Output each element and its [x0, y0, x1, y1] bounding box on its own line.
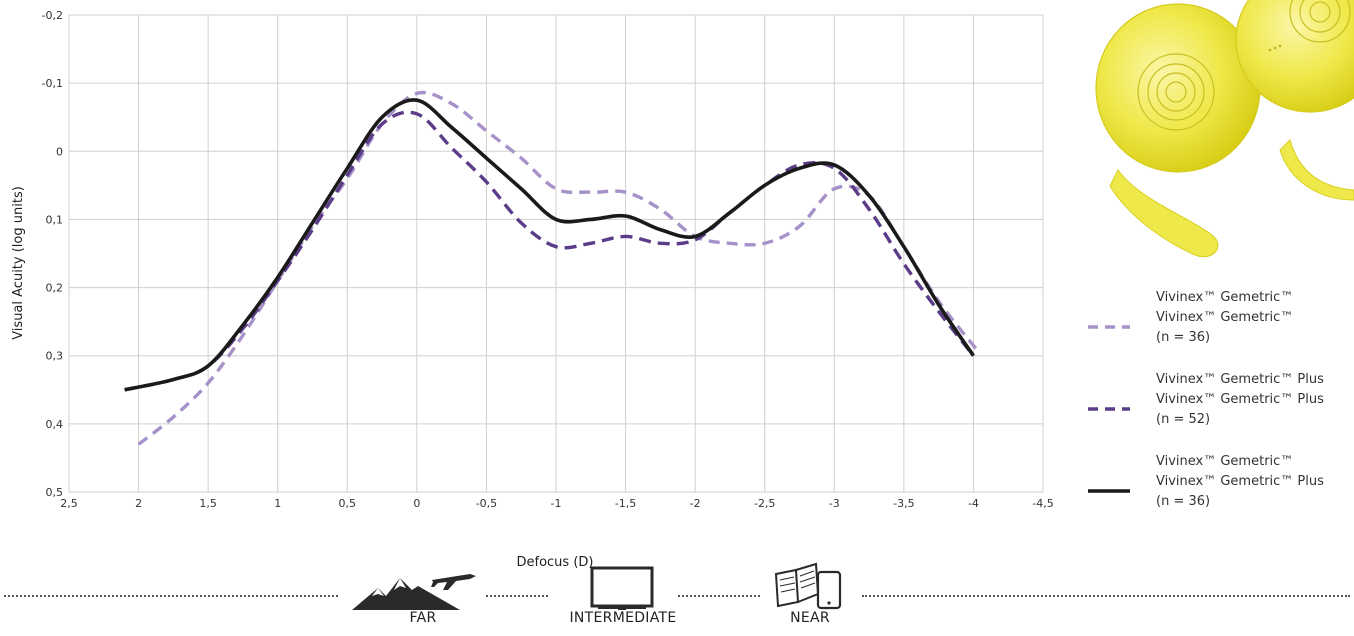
- far-label: FAR: [409, 610, 437, 626]
- legend-label-line: (n = 36): [1156, 330, 1211, 345]
- tick-labels: 2,5 2 1,5 1 0,5 0 -0,5 -1 -1,5 -2 -2,5 -3 -3,5 -4 -4,5…: [42, 9, 1054, 510]
- dotted-divider: [678, 595, 760, 597]
- series-line-gemetric-gemetric-plus: [124, 98, 975, 392]
- distance-ruler: [0, 592, 1354, 600]
- x-axis-title: Defocus (D): [517, 555, 594, 570]
- legend-label-line: Vivinex™ Gemetric™: [1156, 290, 1294, 305]
- legend-label-line: (n = 52): [1156, 412, 1211, 427]
- legend-swatch: [1088, 325, 1130, 329]
- y-tick-label: 0,4: [46, 418, 64, 431]
- legend-item: Vivinex™ Gemetric™ Plus Vivinex™ Gemetric…: [1080, 370, 1354, 452]
- x-tick-label: -1: [551, 497, 562, 510]
- legend-item: Vivinex™ Gemetric™ Vivinex™ Gemetric™ Plu…: [1080, 452, 1354, 534]
- legend-label-line: Vivinex™ Gemetric™ Plus: [1156, 392, 1324, 407]
- y-tick-label: 0,2: [46, 282, 64, 295]
- y-tick-label: 0,3: [46, 350, 64, 363]
- legend-swatch: [1088, 407, 1130, 411]
- x-tick-label: -2,5: [754, 497, 775, 510]
- x-tick-label: 1: [274, 497, 281, 510]
- x-tick-label: 0: [413, 497, 420, 510]
- near-label: NEAR: [790, 610, 830, 626]
- monitor-icon: [590, 566, 654, 610]
- legend-label: Vivinex™ Gemetric™ Plus Vivinex™ Gemetric…: [1156, 370, 1324, 430]
- legend-label-line: Vivinex™ Gemetric™ Plus: [1156, 474, 1324, 489]
- x-tick-label: -3,5: [893, 497, 914, 510]
- x-tick-label: -0,5: [476, 497, 497, 510]
- dotted-divider: [4, 595, 338, 597]
- y-tick-label: 0,1: [46, 213, 64, 226]
- series-line-gemetric: [137, 90, 982, 446]
- y-tick-label: 0: [56, 145, 63, 158]
- y-tick-label: -0,1: [42, 77, 63, 90]
- x-tick-label: -3: [829, 497, 840, 510]
- legend-label-line: Vivinex™ Gemetric™: [1156, 310, 1294, 325]
- x-tick-label: 1,5: [199, 497, 217, 510]
- dotted-divider: [862, 595, 1350, 597]
- grid: [68, 14, 1044, 493]
- legend-label-line: Vivinex™ Gemetric™ Plus: [1156, 372, 1324, 387]
- lens-product-image: [1095, 0, 1354, 258]
- intermediate-label: INTERMEDIATE: [569, 610, 677, 626]
- series-line-gemetric-plus: [124, 110, 975, 392]
- mountain-plane-icon: [352, 574, 476, 610]
- legend-item: Vivinex™ Gemetric™ Vivinex™ Gemetric™ (n =…: [1080, 288, 1354, 370]
- series-lines: [124, 90, 982, 446]
- y-tick-label: -0,2: [42, 9, 63, 22]
- x-tick-label: -1,5: [615, 497, 636, 510]
- legend-label-line: (n = 36): [1156, 494, 1211, 509]
- y-tick-label: 0,5: [46, 486, 64, 499]
- legend-label: Vivinex™ Gemetric™ Vivinex™ Gemetric™ (n =…: [1156, 288, 1293, 348]
- legend-swatch: [1088, 489, 1130, 493]
- x-tick-label: 2,5: [60, 497, 78, 510]
- legend-label-line: Vivinex™ Gemetric™: [1156, 454, 1294, 469]
- x-tick-label: -4: [968, 497, 979, 510]
- x-tick-label: 0,5: [339, 497, 357, 510]
- book-phone-icon: [774, 562, 842, 610]
- x-tick-label: -2: [690, 497, 701, 510]
- dotted-divider: [486, 595, 548, 597]
- legend: Vivinex™ Gemetric™ Vivinex™ Gemetric™ (n =…: [1080, 288, 1354, 534]
- y-axis-title: Visual Acuity (log units): [11, 186, 26, 340]
- legend-label: Vivinex™ Gemetric™ Vivinex™ Gemetric™ Plu…: [1156, 452, 1324, 512]
- x-tick-label: 2: [135, 497, 142, 510]
- x-tick-label: -4,5: [1032, 497, 1053, 510]
